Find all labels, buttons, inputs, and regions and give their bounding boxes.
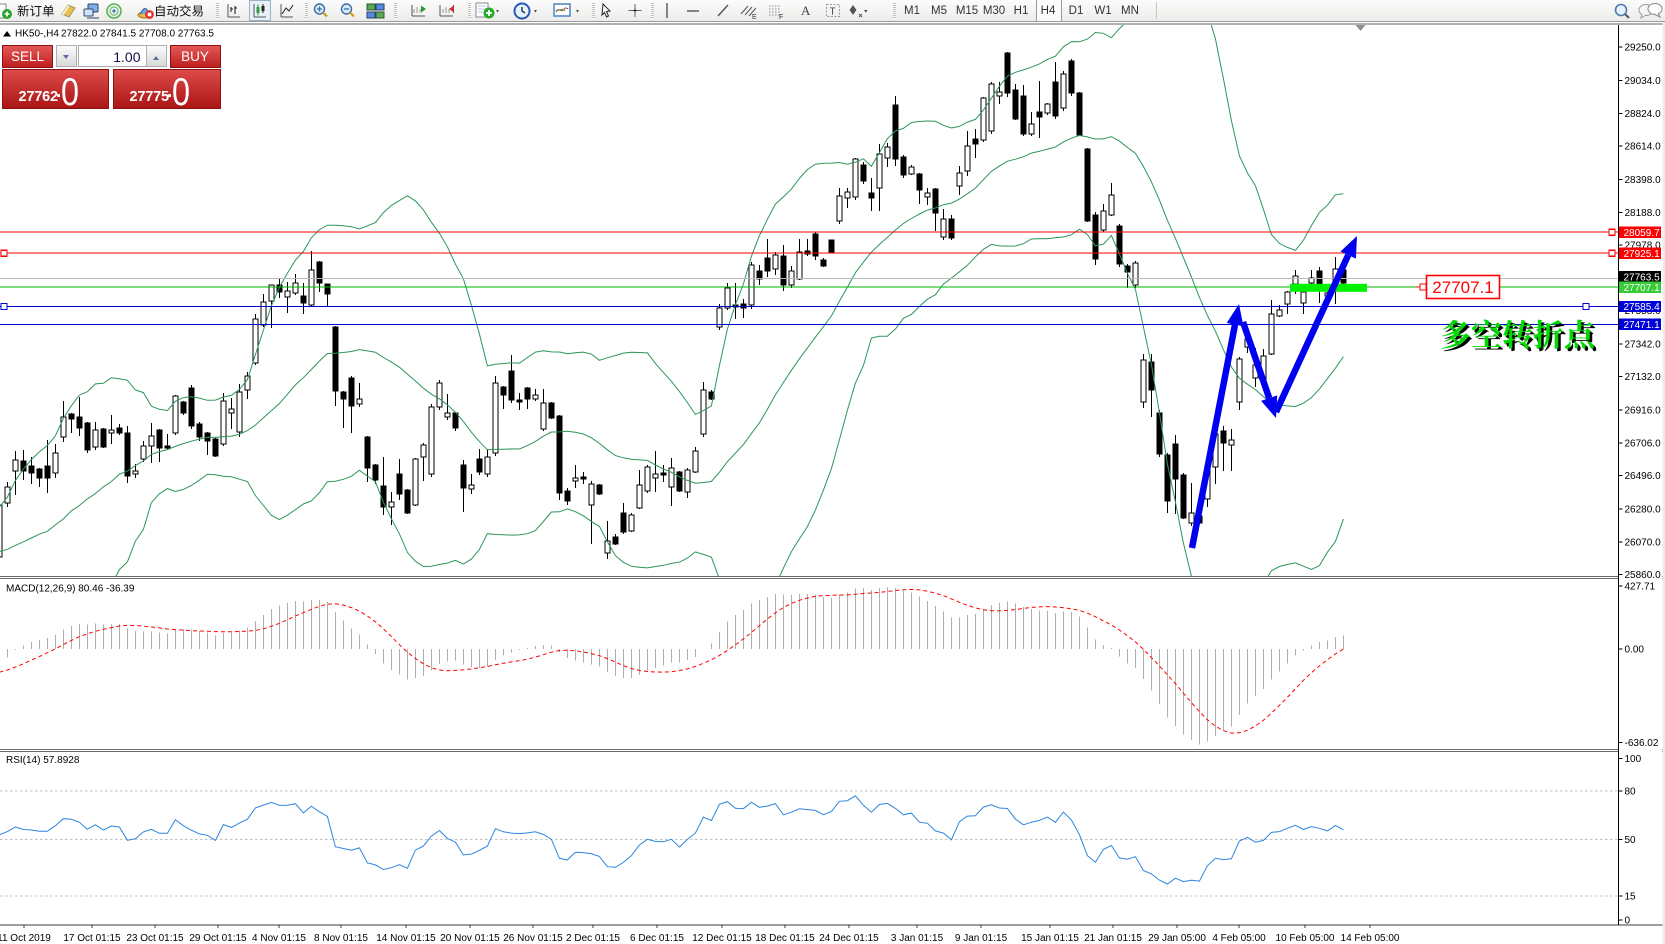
- svg-text:27978.0: 27978.0: [1625, 240, 1662, 251]
- svg-text:26070.0: 26070.0: [1625, 537, 1662, 548]
- svg-text:29 Oct 01:15: 29 Oct 01:15: [189, 933, 247, 944]
- svg-text:18 Dec 01:15: 18 Dec 01:15: [755, 933, 815, 944]
- svg-text:14 Nov 01:15: 14 Nov 01:15: [376, 933, 436, 944]
- svg-text:2 Dec 01:15: 2 Dec 01:15: [566, 933, 620, 944]
- svg-text:-636.02: -636.02: [1625, 738, 1659, 749]
- svg-text:15 Jan 01:15: 15 Jan 01:15: [1021, 933, 1079, 944]
- svg-text:20 Nov 01:15: 20 Nov 01:15: [440, 933, 500, 944]
- svg-text:14 Feb 05:00: 14 Feb 05:00: [1341, 933, 1400, 944]
- svg-text:A: A: [801, 3, 811, 18]
- svg-text:50: 50: [1625, 835, 1637, 846]
- svg-text:17 Oct 01:15: 17 Oct 01:15: [63, 933, 121, 944]
- svg-text:80: 80: [1625, 786, 1637, 797]
- svg-text:6 Dec 01:15: 6 Dec 01:15: [630, 933, 684, 944]
- svg-text:27471.1: 27471.1: [1624, 320, 1661, 331]
- svg-text:27763.5: 27763.5: [1624, 273, 1661, 284]
- svg-text:29250.0: 29250.0: [1625, 43, 1662, 54]
- svg-text:27132.0: 27132.0: [1625, 372, 1662, 383]
- svg-text:28059.7: 28059.7: [1624, 228, 1661, 239]
- svg-text:15: 15: [1625, 891, 1637, 902]
- svg-text:28614.0: 28614.0: [1625, 141, 1662, 152]
- svg-text:29 Jan 05:00: 29 Jan 05:00: [1148, 933, 1206, 944]
- svg-text:T: T: [830, 7, 836, 18]
- svg-text:0.00: 0.00: [1625, 644, 1645, 655]
- svg-text:8 Nov 01:15: 8 Nov 01:15: [314, 933, 368, 944]
- svg-text:24 Dec 01:15: 24 Dec 01:15: [819, 933, 879, 944]
- svg-text:26280.0: 26280.0: [1625, 505, 1662, 516]
- svg-text:26706.0: 26706.0: [1625, 438, 1662, 449]
- svg-text:26496.0: 26496.0: [1625, 471, 1662, 482]
- svg-text:27342.0: 27342.0: [1625, 339, 1662, 350]
- svg-text:E: E: [752, 14, 757, 20]
- svg-text:MACD(12,26,9) 80.46 -36.39: MACD(12,26,9) 80.46 -36.39: [6, 584, 135, 595]
- svg-text:11 Oct 2019: 11 Oct 2019: [0, 933, 51, 944]
- svg-text:25860.0: 25860.0: [1625, 570, 1662, 581]
- svg-text:F: F: [779, 14, 783, 20]
- svg-text:29034.0: 29034.0: [1625, 76, 1662, 87]
- svg-text:427.71: 427.71: [1625, 581, 1656, 592]
- svg-text:26 Nov 01:15: 26 Nov 01:15: [503, 933, 563, 944]
- svg-text:27707.1: 27707.1: [1624, 283, 1661, 294]
- svg-text:10 Feb 05:00: 10 Feb 05:00: [1276, 933, 1335, 944]
- svg-text:28398.0: 28398.0: [1625, 175, 1662, 186]
- svg-text:27925.1: 27925.1: [1624, 249, 1661, 260]
- svg-text:12 Dec 01:15: 12 Dec 01:15: [692, 933, 752, 944]
- svg-text:100: 100: [1625, 754, 1642, 765]
- svg-text:28824.0: 28824.0: [1625, 109, 1662, 120]
- svg-text:3 Jan 01:15: 3 Jan 01:15: [891, 933, 944, 944]
- svg-text:26916.0: 26916.0: [1625, 406, 1662, 417]
- svg-text:27585.4: 27585.4: [1624, 302, 1661, 313]
- svg-text:23 Oct 01:15: 23 Oct 01:15: [126, 933, 184, 944]
- svg-text:27707.1: 27707.1: [1432, 278, 1493, 297]
- svg-text:9 Jan 01:15: 9 Jan 01:15: [955, 933, 1008, 944]
- svg-text:4 Feb 05:00: 4 Feb 05:00: [1212, 933, 1266, 944]
- svg-text:0: 0: [1625, 916, 1631, 927]
- svg-text:HK50-,H4: HK50-,H4: [15, 29, 59, 40]
- svg-text:4 Nov 01:15: 4 Nov 01:15: [252, 933, 306, 944]
- svg-text:27822.0 27841.5 27708.0 27763.: 27822.0 27841.5 27708.0 27763.5: [61, 29, 214, 40]
- svg-text:28188.0: 28188.0: [1625, 208, 1662, 219]
- svg-text:RSI(14) 57.8928: RSI(14) 57.8928: [6, 755, 80, 766]
- svg-text:21 Jan 01:15: 21 Jan 01:15: [1084, 933, 1142, 944]
